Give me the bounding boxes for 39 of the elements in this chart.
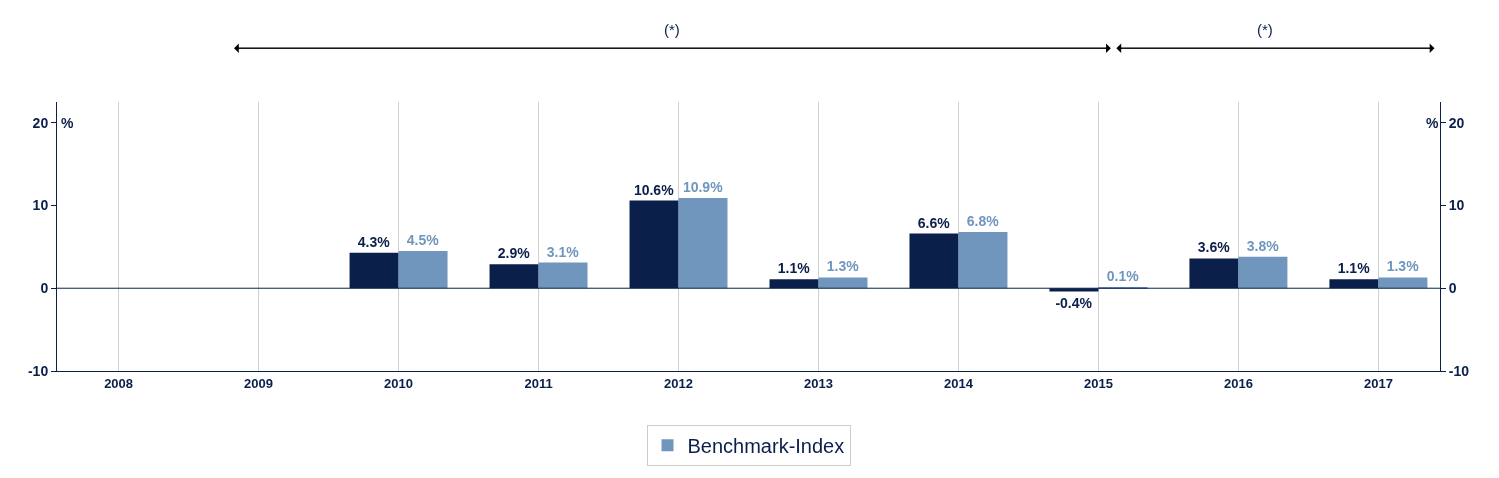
data-label: 10.9% — [682, 179, 724, 196]
x-tick-label: 2014 — [944, 375, 974, 391]
y-axis-title: % — [61, 115, 74, 131]
y2-tick-label: -10 — [1448, 362, 1470, 379]
x-tick-label: 2010 — [384, 375, 414, 391]
y2-axis-title: % — [1426, 115, 1439, 131]
x-tick-label: 2015 — [1083, 375, 1113, 391]
text: (*) — [664, 21, 680, 38]
x-tick-label: 2013 — [804, 375, 833, 391]
x-tick-label: 2012 — [664, 375, 693, 391]
legend-label: Benchmark-Index — [687, 435, 845, 458]
y-tick-label: -10 — [27, 362, 49, 379]
data-label: 1.1% — [1337, 260, 1371, 277]
data-label: 1.1% — [777, 260, 811, 277]
y2-tick-label: 20 — [1448, 114, 1465, 131]
data-label: 0.1% — [1106, 268, 1140, 284]
y-tick-label: 0 — [40, 280, 49, 297]
x-tick-label: 2008 — [104, 375, 134, 391]
data-label: 6.6% — [917, 214, 951, 231]
x-tick-label: 2016 — [1223, 375, 1253, 391]
data-label: 4.5% — [406, 231, 440, 248]
data-label: 1.3% — [1386, 258, 1420, 275]
data-label: 3.1% — [546, 243, 580, 260]
data-label: 6.8% — [966, 212, 1000, 229]
y-tick-label: 10 — [32, 197, 49, 214]
text: (*) — [1257, 21, 1273, 38]
y2-tick-label: 0 — [1448, 280, 1457, 297]
x-tick-label: 2011 — [524, 375, 553, 391]
x-tick-label: 2009 — [244, 375, 274, 391]
x-tick-label: 2017 — [1363, 375, 1393, 391]
data-label: 4.3% — [357, 233, 391, 250]
y2-tick-label: 10 — [1448, 197, 1465, 214]
data-label: -0.4% — [1055, 294, 1093, 311]
data-label: 3.6% — [1197, 239, 1231, 256]
data-label: 2.9% — [497, 245, 531, 262]
data-label: 1.3% — [826, 258, 860, 275]
y-tick-label: 20 — [32, 114, 49, 131]
data-label: 10.6% — [633, 181, 675, 198]
data-label: 3.8% — [1246, 237, 1280, 254]
